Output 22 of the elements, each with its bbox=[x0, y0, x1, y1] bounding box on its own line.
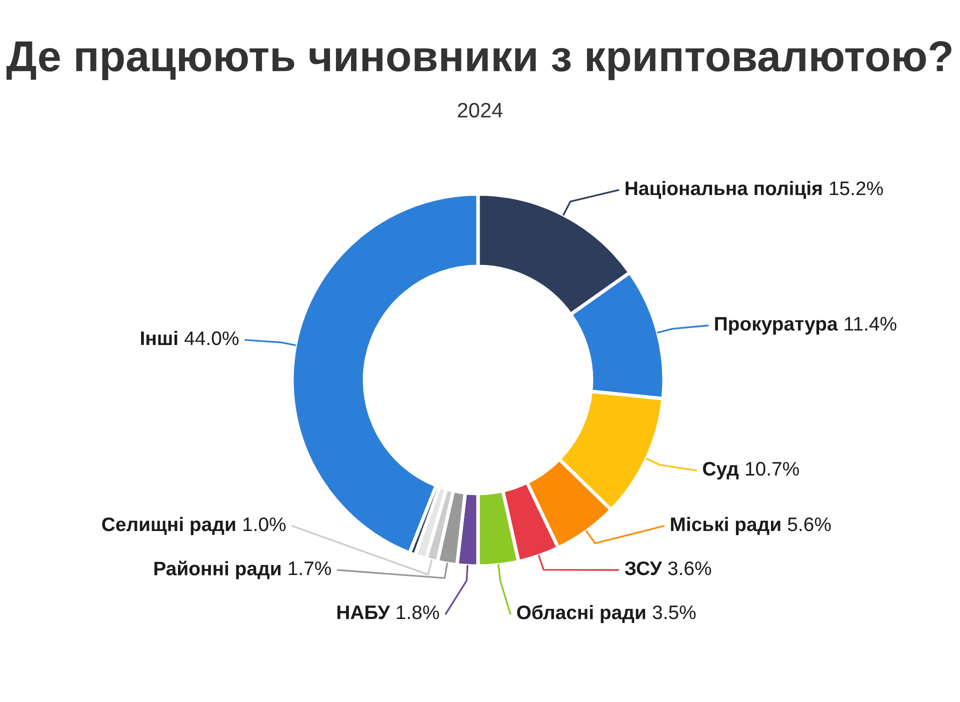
data-label: 44.0% bbox=[184, 331, 239, 346]
slice-label: Національна поліція bbox=[626, 180, 822, 199]
data-label: 3.5% bbox=[652, 605, 696, 620]
chart-title: Де працюють чиновники з криптовалютою? bbox=[6, 41, 952, 80]
data-label: 1.0% bbox=[243, 517, 286, 532]
slice-label: Прокуратура bbox=[715, 317, 838, 335]
data-label: 1.7% bbox=[288, 562, 331, 576]
slice-label: Інші bbox=[141, 330, 178, 345]
chart-subtitle: 2024 bbox=[458, 102, 503, 118]
data-label: 11.4% bbox=[844, 317, 896, 331]
slice-label: Суд bbox=[703, 462, 739, 480]
slice-label: Міські ради bbox=[671, 516, 780, 536]
slice-label: НАБУ bbox=[337, 606, 390, 620]
slice-label: Обласні ради bbox=[517, 604, 646, 624]
slice-label: ЗСУ bbox=[624, 561, 662, 576]
data-label: 3.6% bbox=[668, 561, 712, 576]
data-label: 1.8% bbox=[396, 605, 439, 620]
data-label: 5.6% bbox=[788, 517, 831, 532]
data-label: 15.2% bbox=[830, 181, 883, 196]
data-label: 10.7% bbox=[746, 462, 799, 476]
slice-label: Селищні ради bbox=[102, 516, 236, 536]
slice-label: Районні ради bbox=[154, 560, 280, 580]
